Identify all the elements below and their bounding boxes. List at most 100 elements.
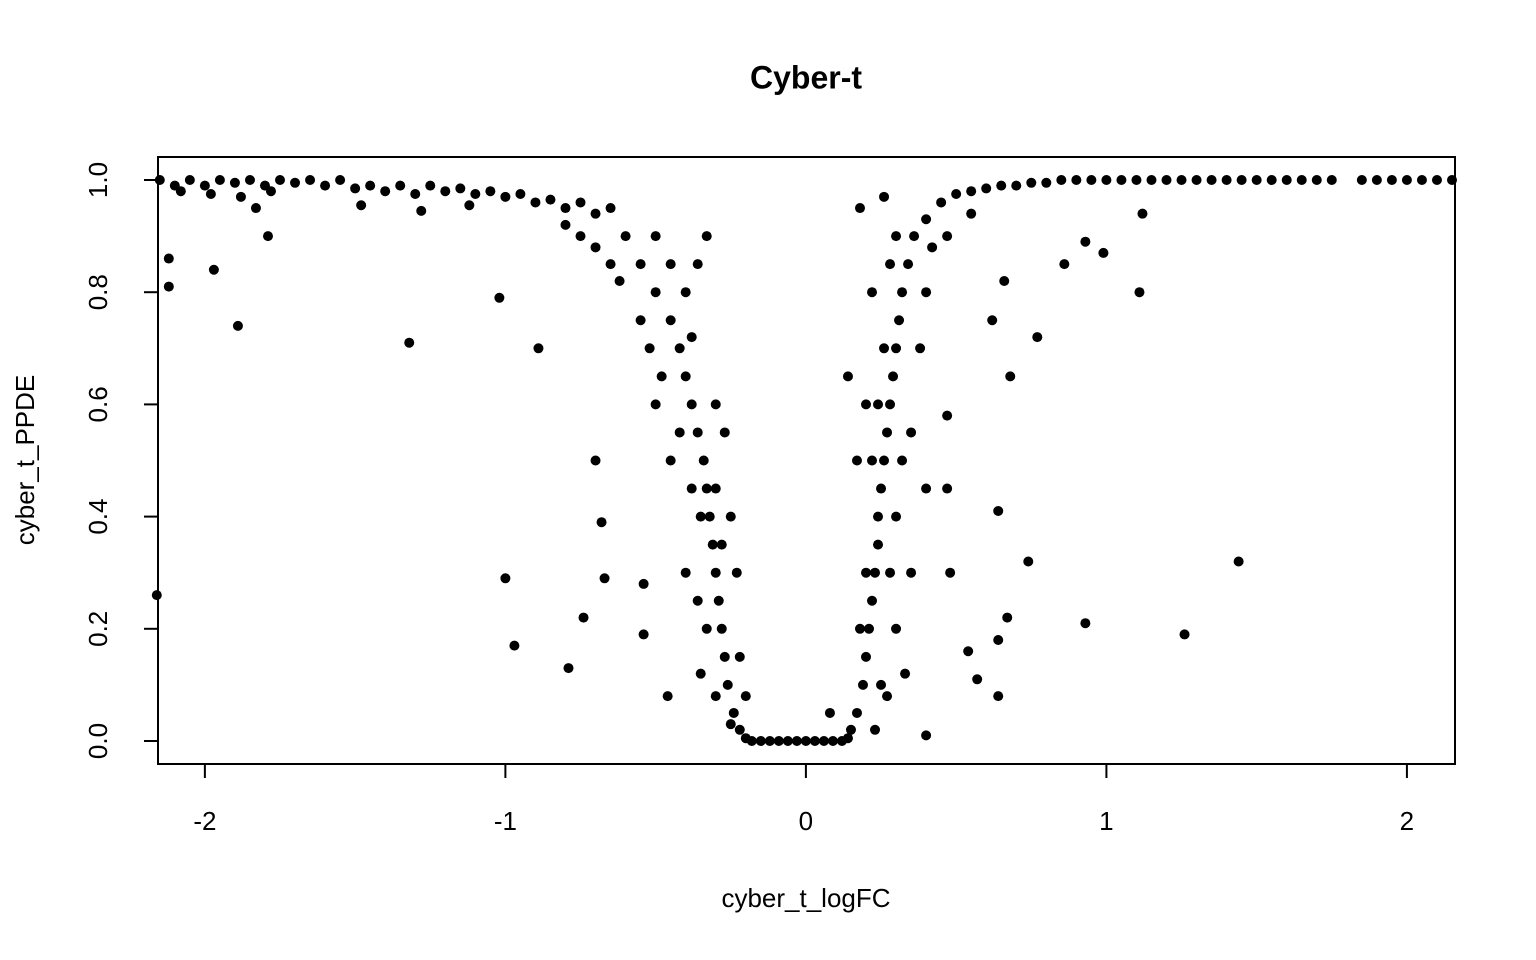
point [710, 399, 721, 410]
point [1161, 175, 1172, 186]
point [891, 231, 902, 242]
point [509, 640, 520, 651]
point [380, 186, 391, 197]
point [1098, 247, 1109, 258]
point [395, 180, 406, 191]
point [320, 180, 331, 191]
point [725, 511, 736, 522]
point [1386, 175, 1397, 186]
point [882, 427, 893, 438]
point [716, 539, 727, 550]
point [356, 200, 367, 211]
point [864, 623, 875, 634]
point [701, 623, 712, 634]
point [842, 371, 853, 382]
point [686, 332, 697, 343]
point [214, 175, 225, 186]
point [867, 455, 878, 466]
point [455, 183, 466, 194]
point [545, 194, 556, 205]
point [921, 483, 932, 494]
point [1266, 175, 1277, 186]
point [993, 635, 1004, 646]
point [704, 511, 715, 522]
point [707, 539, 718, 550]
point [404, 337, 415, 348]
point [665, 315, 676, 326]
point [746, 735, 757, 746]
point [605, 259, 616, 270]
point [614, 275, 625, 286]
y-axis-label: cyber_t_PPDE [10, 375, 40, 546]
point [533, 343, 544, 354]
point [854, 203, 865, 214]
point [1116, 175, 1127, 186]
point [782, 735, 793, 746]
point [500, 573, 511, 584]
point [857, 679, 868, 690]
point [879, 191, 890, 202]
point [972, 674, 983, 685]
point [764, 735, 775, 746]
point [265, 186, 276, 197]
point [698, 455, 709, 466]
point [966, 208, 977, 219]
point [665, 259, 676, 270]
point [590, 455, 601, 466]
point [900, 668, 911, 679]
point [879, 343, 890, 354]
point [1206, 175, 1217, 186]
point [695, 668, 706, 679]
point [942, 483, 953, 494]
point [873, 539, 884, 550]
point [590, 208, 601, 219]
point [903, 259, 914, 270]
point [791, 735, 802, 746]
point [818, 735, 829, 746]
point [966, 186, 977, 197]
point [205, 189, 216, 200]
y-tick-label: 0.8 [83, 274, 113, 310]
point [638, 578, 649, 589]
point [1080, 236, 1091, 247]
point [1086, 175, 1097, 186]
point [851, 455, 862, 466]
point [1071, 175, 1082, 186]
point [885, 399, 896, 410]
point [530, 197, 541, 208]
point [921, 287, 932, 298]
point [897, 455, 908, 466]
point [734, 651, 745, 662]
point [500, 191, 511, 202]
point [897, 287, 908, 298]
point [175, 186, 186, 197]
point [229, 177, 240, 188]
point [854, 623, 865, 634]
point [773, 735, 784, 746]
point [425, 180, 436, 191]
point [635, 259, 646, 270]
point [1032, 332, 1043, 343]
point [870, 724, 881, 735]
point [876, 483, 887, 494]
point [942, 231, 953, 242]
point [638, 629, 649, 640]
point [665, 455, 676, 466]
y-tick-label: 0.2 [83, 611, 113, 647]
point [416, 205, 427, 216]
chart-title: Cyber-t [750, 59, 862, 95]
point [740, 691, 751, 702]
point [885, 259, 896, 270]
point [692, 595, 703, 606]
point [734, 724, 745, 735]
point [921, 214, 932, 225]
point [936, 197, 947, 208]
point [365, 180, 376, 191]
point [154, 175, 165, 186]
point [563, 663, 574, 674]
point [590, 242, 601, 253]
point [656, 371, 667, 382]
point [755, 735, 766, 746]
point [485, 186, 496, 197]
point [809, 735, 820, 746]
